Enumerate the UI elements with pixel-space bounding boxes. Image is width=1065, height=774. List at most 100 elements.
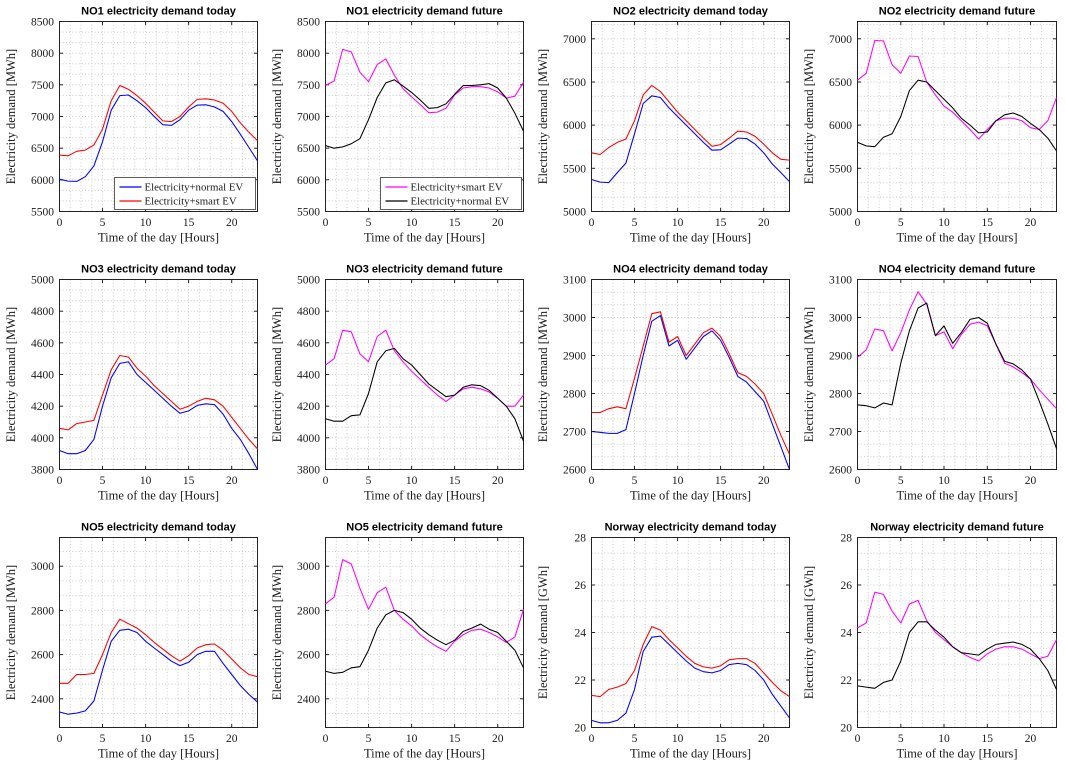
series-line-electricity-normal-ev: [325, 609, 524, 674]
y-tick-label: 22: [841, 675, 853, 687]
no1-future-plot: 0 5 10 15 20 5500 6000 6500 7000 7500 8000 8500 NO1 …: [270, 6, 524, 245]
x-tick-label: 15: [982, 733, 994, 745]
y-axis-label: Electricity demand [MWh]: [802, 49, 816, 184]
y-tick-label: 24: [841, 628, 853, 640]
y-tick-label: 4000: [297, 433, 320, 445]
y-tick-label: 7500: [31, 80, 54, 92]
grid-lines: [59, 279, 258, 470]
series-line-electricity-normal-ev: [325, 79, 524, 149]
x-tick-label: 20: [492, 475, 504, 487]
y-tick-label: 2800: [31, 605, 54, 617]
tick-marks: [325, 537, 524, 728]
x-tick-label: 10: [406, 475, 418, 487]
no2-future-plot: 0 5 10 15 20 5000 5500 6000 6500 7000 NO2 electric…: [802, 6, 1057, 245]
y-tick-label: 2800: [829, 389, 852, 401]
y-tick-label: 4600: [297, 338, 320, 350]
y-tick-label: 3100: [829, 275, 852, 287]
y-tick-label: 28: [841, 533, 853, 545]
norway-today-plot: 0 5 10 15 20 20 22 24 26 28 Norway electricity dem…: [536, 522, 790, 761]
y-tick-label: 6000: [563, 120, 586, 132]
x-tick-label: 5: [898, 217, 904, 229]
x-tick-label: 15: [449, 733, 461, 745]
y-axis-label: Electricity demand [MWh]: [536, 307, 550, 442]
x-tick-label: 15: [715, 733, 727, 745]
x-axis-label: Time of the day [Hours]: [364, 231, 485, 245]
y-tick-label: 5000: [563, 207, 586, 219]
tick-marks: [325, 279, 524, 470]
tick-marks: [591, 21, 790, 212]
y-tick-label: 8500: [297, 17, 320, 29]
axes-box: [591, 21, 790, 212]
y-axis-label: Electricity demand [MWh]: [270, 49, 284, 184]
grid-lines: [591, 279, 790, 470]
x-tick-label: 20: [758, 733, 770, 745]
chart-title: NO4 electricity demand today: [613, 264, 769, 276]
series-line-electricity-smart-ev: [591, 311, 790, 455]
y-axis-label: Electricity demand [MWh]: [536, 49, 550, 184]
series-line-electricity-normal-ev: [857, 621, 1057, 690]
x-tick-label: 5: [898, 733, 904, 745]
x-axis-label: Time of the day [Hours]: [364, 747, 485, 761]
legend-entry-label: Electricity+normal EV: [411, 196, 510, 208]
y-axis-label: Electricity demand [MWh]: [802, 307, 816, 442]
y-tick-label: 4000: [31, 433, 54, 445]
y-tick-label: 2800: [297, 605, 320, 617]
legend-entry-label: Electricity+normal EV: [145, 182, 244, 194]
x-tick-label: 0: [855, 217, 861, 229]
y-tick-label: 8500: [31, 17, 54, 29]
y-tick-label: 2700: [563, 427, 586, 439]
y-tick-label: 3000: [829, 313, 852, 325]
x-tick-label: 5: [632, 217, 638, 229]
y-tick-label: 7500: [297, 80, 320, 92]
chart-title: NO5 electricity demand future: [346, 522, 503, 534]
y-tick-label: 6000: [31, 175, 54, 187]
subplot-norway-today: 0 5 10 15 20 20 22 24 26 28 Norway electricity dem…: [532, 516, 798, 774]
y-tick-label: 7000: [31, 112, 54, 124]
x-tick-label: 15: [982, 475, 994, 487]
y-tick-label: 2600: [563, 465, 586, 477]
y-tick-label: 8000: [297, 48, 320, 60]
y-tick-label: 8000: [31, 48, 54, 60]
y-tick-label: 3800: [297, 465, 320, 477]
y-tick-label: 28: [575, 533, 587, 545]
x-tick-label: 10: [140, 217, 152, 229]
grid-lines: [325, 21, 524, 212]
y-tick-label: 2900: [563, 351, 586, 363]
tick-marks: [857, 537, 1057, 728]
axes-box: [857, 21, 1057, 212]
series-line-electricity-normal-ev: [325, 347, 524, 442]
y-tick-label: 5500: [31, 207, 54, 219]
no2-today-plot: 0 5 10 15 20 5000 5500 6000 6500 7000 NO2 electric…: [536, 6, 790, 245]
y-tick-label: 2800: [563, 389, 586, 401]
y-axis-label: Electricity demand [MWh]: [4, 49, 18, 184]
x-tick-label: 10: [672, 733, 684, 745]
tick-marks: [591, 279, 790, 470]
y-tick-label: 5000: [829, 207, 852, 219]
x-tick-label: 15: [982, 217, 994, 229]
x-tick-label: 5: [632, 475, 638, 487]
y-tick-label: 5500: [297, 207, 320, 219]
x-tick-label: 15: [449, 475, 461, 487]
x-tick-label: 5: [100, 217, 106, 229]
tick-marks: [857, 279, 1057, 470]
y-tick-label: 20: [841, 723, 853, 735]
y-axis-label: Electricity demand [MWh]: [4, 565, 18, 700]
grid-lines: [857, 21, 1057, 212]
y-tick-label: 6500: [829, 77, 852, 89]
x-tick-label: 20: [492, 217, 504, 229]
subplot-no2-future: 0 5 10 15 20 5000 5500 6000 6500 7000 NO2 electric…: [798, 0, 1065, 258]
series-line-electricity-smart-ev: [325, 48, 524, 114]
grid-lines: [857, 279, 1057, 470]
x-tick-label: 15: [183, 217, 195, 229]
y-tick-label: 6500: [31, 143, 54, 155]
y-tick-label: 4800: [31, 306, 54, 318]
x-axis-label: Time of the day [Hours]: [896, 489, 1017, 503]
series-line-electricity-smart-ev: [857, 591, 1057, 662]
x-tick-label: 0: [57, 475, 63, 487]
chart-title: NO3 electricity demand today: [81, 264, 237, 276]
legend: Electricity+smart EV Electricity+normal E…: [380, 177, 522, 210]
legend-entry-label: Electricity+smart EV: [411, 182, 503, 194]
series-line-electricity-smart-ev: [325, 559, 525, 652]
series-line-electricity-normal-ev: [591, 315, 790, 470]
no4-today-plot: 0 5 10 15 20 2600 2700 2800 2900 3000 3100 NO4 elec…: [536, 264, 790, 503]
